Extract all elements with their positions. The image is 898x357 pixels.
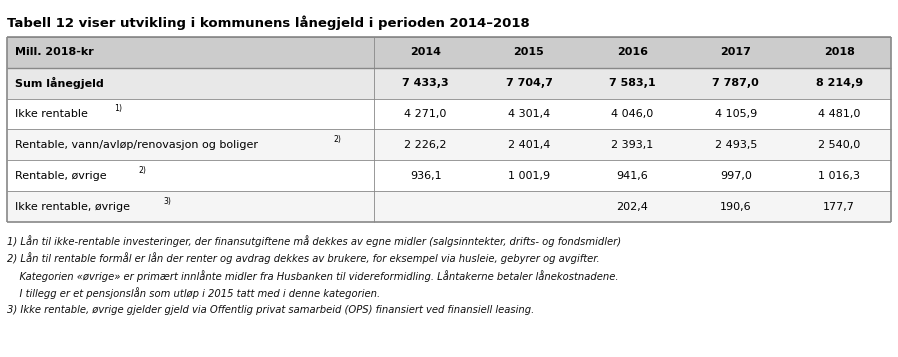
Text: 1): 1) [114, 105, 122, 114]
Text: Ikke rentable 1): Ikke rentable 1) [15, 109, 103, 119]
Bar [7, 130, 891, 160]
Text: 2018: 2018 [823, 47, 855, 57]
Text: 7 433,3: 7 433,3 [402, 78, 449, 88]
Text: Rentable, øvrige 2): Rentable, øvrige 2) [15, 171, 122, 181]
Text: 1 001,9: 1 001,9 [508, 171, 550, 181]
Text: 4 481,0: 4 481,0 [818, 109, 860, 119]
Text: Rentable, øvrige: Rentable, øvrige [15, 171, 110, 181]
Text: Ikke rentable, øvrige3): Ikke rentable, øvrige3) [15, 202, 142, 212]
Text: 936,1: 936,1 [409, 171, 442, 181]
Text: 3) Ikke rentable, øvrige gjelder gjeld via Offentlig privat samarbeid (OPS) fina: 3) Ikke rentable, øvrige gjelder gjeld v… [7, 305, 534, 315]
Text: 190,6: 190,6 [720, 202, 752, 212]
Text: Ikke rentable, øvrige: Ikke rentable, øvrige [15, 202, 130, 212]
Text: 1) Lån til ikke-rentable investeringer, der finansutgiftene må dekkes av egne mi: 1) Lån til ikke-rentable investeringer, … [7, 235, 621, 247]
Bar [7, 160, 891, 191]
Text: Tabell 12 viser utvikling i kommunens lånegjeld i perioden 2014–2018: Tabell 12 viser utvikling i kommunens lå… [7, 15, 530, 30]
Text: 2 401,4: 2 401,4 [507, 140, 550, 150]
Text: Ikke rentable: Ikke rentable [15, 109, 92, 119]
Text: 8 214,9: 8 214,9 [815, 78, 863, 88]
Text: 2 540,0: 2 540,0 [818, 140, 860, 150]
Text: 4 271,0: 4 271,0 [404, 109, 447, 119]
Text: 1 016,3: 1 016,3 [818, 171, 860, 181]
Text: 2 493,5: 2 493,5 [715, 140, 757, 150]
Text: Rentable, vann/avløp/renovasjon og boliger 2): Rentable, vann/avløp/renovasjon og bolig… [15, 140, 273, 150]
Text: 2) Lån til rentable formål er lån der renter og avdrag dekkes av brukere, for ek: 2) Lån til rentable formål er lån der re… [7, 252, 600, 265]
Text: 2017: 2017 [720, 47, 751, 57]
Text: I tillegg er et pensjonslån som utløp i 2015 tatt med i denne kategorien.: I tillegg er et pensjonslån som utløp i … [7, 287, 381, 300]
Bar [7, 68, 891, 99]
Text: 177,7: 177,7 [823, 202, 855, 212]
Bar [7, 99, 891, 130]
Text: 3): 3) [163, 197, 172, 206]
Text: 2015: 2015 [514, 47, 544, 57]
Text: 202,4: 202,4 [616, 202, 648, 212]
Text: 997,0: 997,0 [720, 171, 752, 181]
Text: Mill. 2018-kr: Mill. 2018-kr [15, 47, 94, 57]
Text: 2014: 2014 [410, 47, 441, 57]
Text: 7 787,0: 7 787,0 [712, 78, 759, 88]
Text: 7 583,1: 7 583,1 [609, 78, 656, 88]
Text: Rentable, vann/avløp/renovasjon og boliger: Rentable, vann/avløp/renovasjon og bolig… [15, 140, 261, 150]
Text: 7 704,7: 7 704,7 [506, 78, 552, 88]
Text: 2016: 2016 [617, 47, 647, 57]
Bar [7, 191, 891, 222]
Text: 4 301,4: 4 301,4 [508, 109, 550, 119]
Text: Kategorien «øvrige» er primært innlånte midler fra Husbanken til videreformidlin: Kategorien «øvrige» er primært innlånte … [7, 270, 619, 282]
Bar [7, 37, 891, 68]
Text: 2): 2) [138, 166, 145, 175]
Text: 2): 2) [333, 135, 341, 144]
Text: 941,6: 941,6 [617, 171, 648, 181]
Text: 4 105,9: 4 105,9 [715, 109, 757, 119]
Text: Sum lånegjeld: Sum lånegjeld [15, 77, 104, 89]
Text: 2 393,1: 2 393,1 [612, 140, 654, 150]
Text: 2 226,2: 2 226,2 [404, 140, 447, 150]
Text: 4 046,0: 4 046,0 [612, 109, 654, 119]
